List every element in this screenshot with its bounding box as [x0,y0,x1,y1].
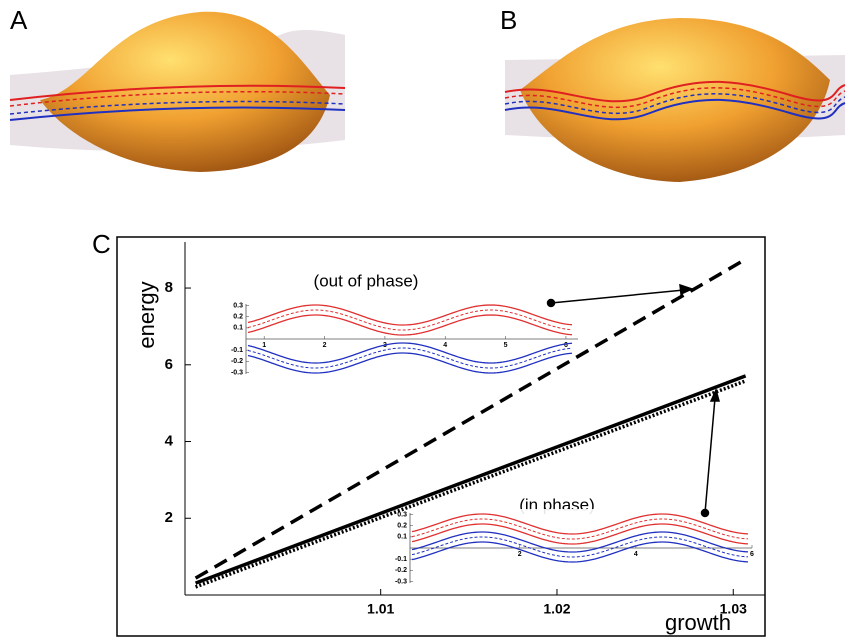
arrows [546,283,720,518]
inset-y-tick-label: 0.3 [397,511,407,518]
x-tick-label: 1.03 [720,601,747,617]
inset-y-tick-label: 0.1 [233,325,243,332]
inset-x-tick-label: 1 [262,342,266,349]
inset-x-tick-label: 6 [564,342,568,349]
inset-y-tick-label: -0.3 [231,369,243,376]
panel-b-render: B [500,5,846,182]
inset-wave [411,541,749,563]
y-tick-label: 8 [165,279,173,296]
line-series [194,374,747,585]
inset-wave [411,523,749,545]
inset-x-tick-label: 2 [323,342,327,349]
inset-wave [247,352,573,374]
inset-x-tick-label: 4 [634,551,638,558]
x-axis-label: growth [665,610,731,635]
inset-wave [411,513,749,535]
line-series [194,379,747,589]
inset-y-tick-label: 0.2 [233,314,243,321]
x-tick-label: 1.02 [543,601,570,617]
inset-x-tick-label: 5 [504,342,508,349]
y-tick-label: 4 [165,432,174,449]
inset-x-tick-label: 2 [518,551,522,558]
inset-wave [247,304,573,326]
panel-label: B [500,5,517,35]
inset-y-tick-label: 0.3 [233,302,243,309]
inset-y-tick-label: 0.1 [397,534,407,541]
x-tick-label: 1.01 [367,601,394,617]
inset: 0.3 0.2 0.1 -0.1 -0.2 -0.3 2 4 6 [392,509,754,587]
inset-wave [247,342,573,364]
line-series [194,257,747,580]
panel-a-render: A [9,5,346,172]
inset-wave [247,347,573,369]
y-tick-label: 2 [165,509,173,526]
inset-x-tick-label: 4 [443,342,447,349]
y-axis-label: energy [134,281,159,348]
inset-y-tick-label: -0.2 [231,358,243,365]
inset-y-tick-label: -0.3 [395,578,407,585]
inset-y-tick-label: -0.2 [395,567,407,574]
inset-x-tick-label: 6 [750,551,754,558]
panel-label: A [10,5,28,35]
panel-frame [116,236,766,637]
annotation: (out of phase) [314,271,419,290]
y-tick-label: 6 [165,356,173,373]
inset-y-tick-label: 0.2 [397,523,407,530]
inset-y-tick-label: -0.1 [231,347,243,354]
inset-wave [247,314,573,336]
inset: 0.30.20.1-0.1-0.2-0.31 2 3 4 5 6 [228,300,578,378]
inset-y-tick-label: -0.1 [395,556,407,563]
inset-wave [247,309,573,331]
panel-label: C [92,229,111,259]
inset-wave [411,531,749,553]
